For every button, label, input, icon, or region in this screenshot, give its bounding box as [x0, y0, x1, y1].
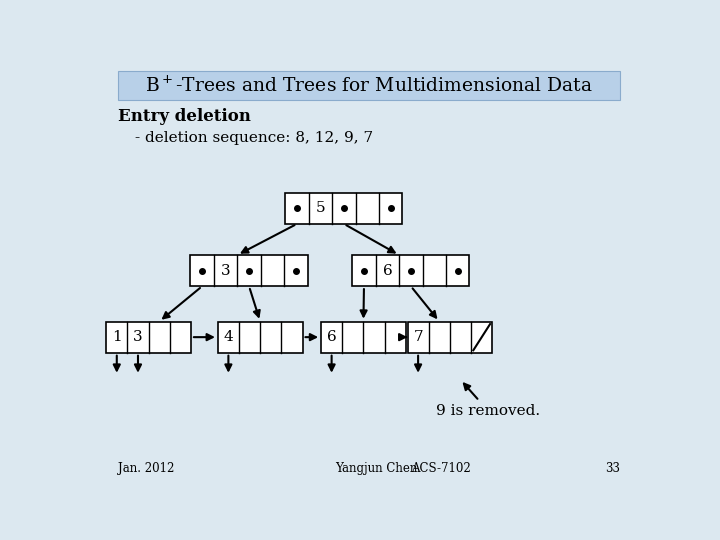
Text: 5: 5 — [315, 201, 325, 215]
Text: - deletion sequence: 8, 12, 9, 7: - deletion sequence: 8, 12, 9, 7 — [135, 131, 373, 145]
Text: Entry deletion: Entry deletion — [118, 109, 251, 125]
Text: Yangjun Chen: Yangjun Chen — [336, 462, 418, 475]
Text: 1: 1 — [112, 330, 122, 344]
Text: ACS-7102: ACS-7102 — [411, 462, 471, 475]
FancyBboxPatch shape — [321, 321, 406, 353]
Text: 9 is removed.: 9 is removed. — [436, 383, 540, 417]
Text: 7: 7 — [413, 330, 423, 344]
FancyBboxPatch shape — [190, 255, 307, 286]
Text: B$^+$-Trees and Trees for Multidimensional Data: B$^+$-Trees and Trees for Multidimension… — [145, 76, 593, 96]
FancyBboxPatch shape — [352, 255, 469, 286]
Text: 3: 3 — [221, 264, 230, 278]
Text: 33: 33 — [605, 462, 620, 475]
FancyBboxPatch shape — [408, 321, 492, 353]
FancyBboxPatch shape — [118, 71, 620, 100]
Text: 6: 6 — [382, 264, 392, 278]
Text: 6: 6 — [327, 330, 336, 344]
Text: 4: 4 — [223, 330, 233, 344]
FancyBboxPatch shape — [285, 193, 402, 224]
FancyBboxPatch shape — [106, 321, 191, 353]
Text: Jan. 2012: Jan. 2012 — [118, 462, 174, 475]
Text: 3: 3 — [133, 330, 143, 344]
FancyBboxPatch shape — [217, 321, 302, 353]
